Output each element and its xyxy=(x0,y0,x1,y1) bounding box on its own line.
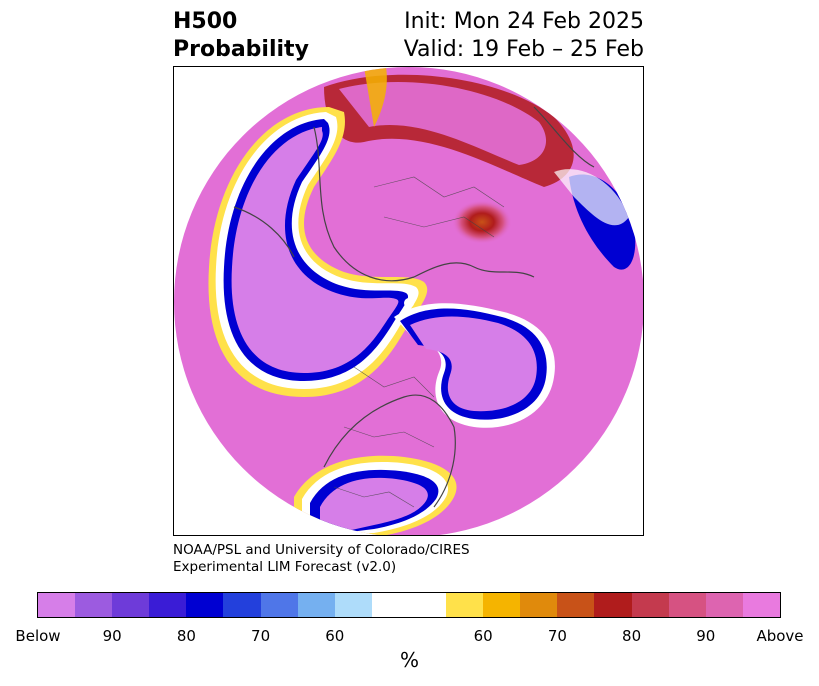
colorbar-segment xyxy=(631,593,669,617)
colorbar-segment xyxy=(75,593,113,617)
colorbar-unit: % xyxy=(399,648,419,672)
colorbar-segment xyxy=(557,593,595,617)
init-date: Init: Mon 24 Feb 2025 xyxy=(404,9,644,34)
polar-projection-map xyxy=(174,67,643,535)
credit-line-2: Experimental LIM Forecast (v2.0) xyxy=(173,559,397,575)
title-variable: H500 xyxy=(173,9,238,34)
colorbar-tick-label: 80 xyxy=(176,627,196,645)
colorbar-segment xyxy=(668,593,706,617)
colorbar-tick-label: 90 xyxy=(696,627,716,645)
colorbar-segment xyxy=(297,593,335,617)
colorbar-segment xyxy=(594,593,632,617)
colorbar-ticks: Below 90 80 70 60 60 70 80 90 Above xyxy=(0,627,819,647)
title-product: Probability xyxy=(173,37,309,62)
colorbar-tick-label: 60 xyxy=(473,627,493,645)
forecast-dates: Init: Mon 24 Feb 2025 Valid: 19 Feb – 25… xyxy=(404,8,644,64)
colorbar-tick-label: 90 xyxy=(102,627,122,645)
data-credit: NOAA/PSL and University of Colorado/CIRE… xyxy=(173,542,470,576)
colorbar-segment xyxy=(742,593,780,617)
colorbar-tick-label: 60 xyxy=(325,627,345,645)
colorbar-tick-label: 70 xyxy=(251,627,271,645)
map-title: H500 Probability xyxy=(173,8,309,64)
colorbar-segment xyxy=(186,593,224,617)
colorbar-segment xyxy=(371,593,447,617)
colorbar-segment xyxy=(112,593,150,617)
colorbar-segment xyxy=(483,593,521,617)
colorbar-tick-label: Below xyxy=(15,627,61,645)
probability-map xyxy=(173,66,644,536)
colorbar-tick-label: 70 xyxy=(547,627,567,645)
credit-line-1: NOAA/PSL and University of Colorado/CIRE… xyxy=(173,542,470,558)
colorbar-segment xyxy=(223,593,261,617)
borders xyxy=(333,176,505,508)
colorbar-segment xyxy=(260,593,298,617)
colorbar-segment xyxy=(334,593,372,617)
valid-date-range: Valid: 19 Feb – 25 Feb xyxy=(403,37,644,62)
colorbar-segment xyxy=(149,593,187,617)
map-disk xyxy=(174,67,643,535)
colorbar-segment xyxy=(705,593,743,617)
colorbar-tick-label: 80 xyxy=(622,627,642,645)
colorbar-segment xyxy=(38,593,76,617)
coastlines xyxy=(233,106,595,508)
colorbar-segment xyxy=(446,593,484,617)
north-pole-mask xyxy=(404,298,414,308)
colorbar-segment xyxy=(520,593,558,617)
probability-colorbar xyxy=(37,592,781,618)
colorbar-tick-label: Above xyxy=(756,627,804,645)
siberian-ridge xyxy=(452,200,512,244)
